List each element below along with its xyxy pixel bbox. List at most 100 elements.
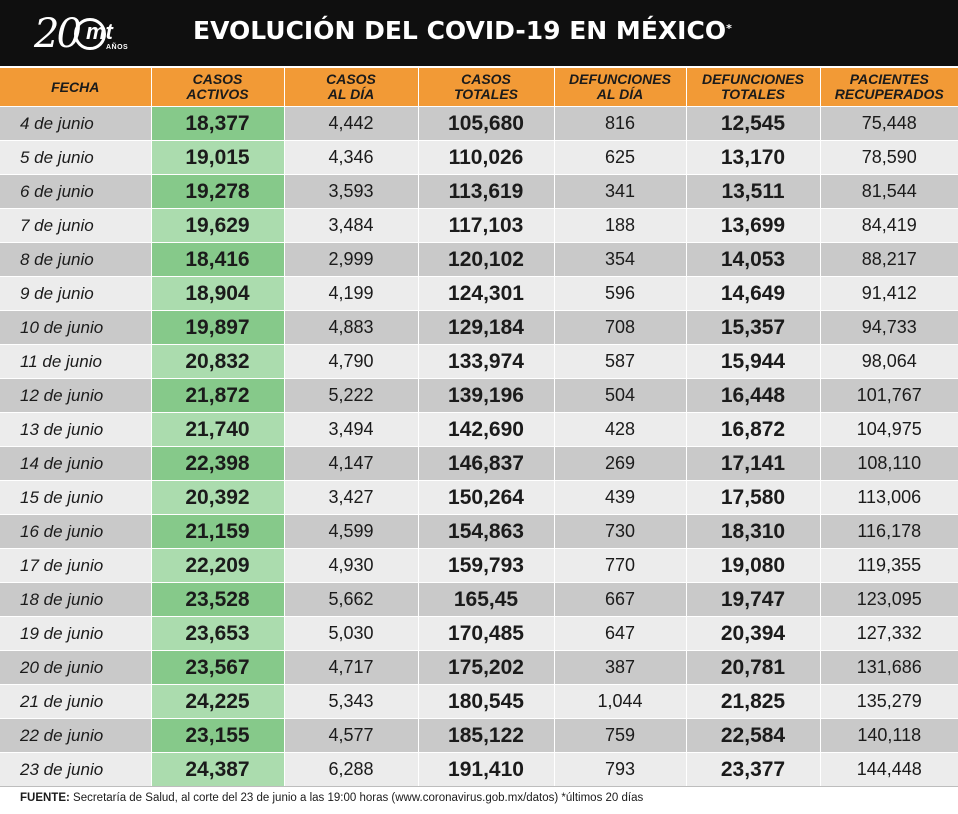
table-row: 12 de junio 21,872 5,222 139,196 504 16,448 10…: [0, 378, 958, 413]
cell-casos-activos: 23,567: [151, 650, 285, 685]
cell-defunciones-totales: 21,825: [686, 684, 821, 719]
cell-defunciones-totales: 17,580: [686, 480, 821, 515]
cell-defunciones-totales: 20,781: [686, 650, 821, 685]
table-row: 18 de junio 23,528 5,662 165,45 667 19,747 123…: [0, 582, 958, 617]
header-bar: 20 mt AÑOS EVOLUCIÓN DEL COVID-19 EN MÉX…: [0, 0, 958, 66]
cell-casos-activos: 24,225: [151, 684, 285, 719]
column-header-defunciones-al-dia: DEFUNCIONES AL DÍA: [554, 68, 687, 107]
cell-fecha: 7 de junio: [0, 208, 152, 243]
cell-pacientes-recuperados: 91,412: [820, 276, 958, 311]
page-title-text: EVOLUCIÓN DEL COVID-19 EN MÉXICO: [193, 16, 727, 45]
cell-casos-al-dia: 5,343: [284, 684, 419, 719]
cell-fecha: 10 de junio: [0, 310, 152, 345]
cell-casos-totales: 154,863: [418, 514, 555, 549]
cell-defunciones-al-dia: 667: [554, 582, 687, 617]
cell-pacientes-recuperados: 94,733: [820, 310, 958, 345]
table-row: 15 de junio 20,392 3,427 150,264 439 17,580 11…: [0, 480, 958, 515]
cell-casos-activos: 23,653: [151, 616, 285, 651]
table-row: 10 de junio 19,897 4,883 129,184 708 15,357 94…: [0, 310, 958, 345]
cell-defunciones-al-dia: 816: [554, 106, 687, 141]
cell-defunciones-al-dia: 269: [554, 446, 687, 481]
logo-number: 20: [34, 11, 82, 57]
cell-defunciones-al-dia: 647: [554, 616, 687, 651]
cell-casos-activos: 21,872: [151, 378, 285, 413]
cell-defunciones-al-dia: 708: [554, 310, 687, 345]
cell-defunciones-al-dia: 354: [554, 242, 687, 277]
cell-defunciones-totales: 13,699: [686, 208, 821, 243]
cell-pacientes-recuperados: 98,064: [820, 344, 958, 379]
cell-defunciones-al-dia: 439: [554, 480, 687, 515]
cell-casos-totales: 110,026: [418, 140, 555, 175]
cell-fecha: 20 de junio: [0, 650, 152, 685]
table-row: 23 de junio 24,387 6,288 191,410 793 23,377 14…: [0, 752, 958, 787]
cell-casos-totales: 139,196: [418, 378, 555, 413]
cell-defunciones-totales: 14,649: [686, 276, 821, 311]
cell-casos-al-dia: 4,599: [284, 514, 419, 549]
table-row: 9 de junio 18,904 4,199 124,301 596 14,649 91,…: [0, 276, 958, 311]
cell-casos-activos: 22,209: [151, 548, 285, 583]
page-title: EVOLUCIÓN DEL COVID-19 EN MÉXICO*: [193, 14, 732, 48]
column-header-line: CASOS: [461, 71, 511, 87]
table-row: 11 de junio 20,832 4,790 133,974 587 15,944 98…: [0, 344, 958, 379]
cell-casos-totales: 120,102: [418, 242, 555, 277]
cell-casos-totales: 159,793: [418, 548, 555, 583]
cell-fecha: 13 de junio: [0, 412, 152, 447]
cell-casos-totales: 117,103: [418, 208, 555, 243]
cell-casos-activos: 21,159: [151, 514, 285, 549]
cell-fecha: 12 de junio: [0, 378, 152, 413]
cell-casos-activos: 22,398: [151, 446, 285, 481]
cell-defunciones-totales: 19,080: [686, 548, 821, 583]
cell-fecha: 22 de junio: [0, 718, 152, 753]
cell-fecha: 15 de junio: [0, 480, 152, 515]
cell-pacientes-recuperados: 144,448: [820, 752, 958, 787]
cell-defunciones-totales: 15,357: [686, 310, 821, 345]
cell-defunciones-al-dia: 428: [554, 412, 687, 447]
cell-pacientes-recuperados: 104,975: [820, 412, 958, 447]
cell-casos-al-dia: 4,717: [284, 650, 419, 685]
cell-casos-al-dia: 3,494: [284, 412, 419, 447]
cell-pacientes-recuperados: 113,006: [820, 480, 958, 515]
cell-casos-al-dia: 5,222: [284, 378, 419, 413]
cell-pacientes-recuperados: 75,448: [820, 106, 958, 141]
cell-defunciones-al-dia: 730: [554, 514, 687, 549]
cell-casos-al-dia: 4,346: [284, 140, 419, 175]
cell-casos-activos: 23,155: [151, 718, 285, 753]
cell-casos-activos: 18,904: [151, 276, 285, 311]
cell-casos-al-dia: 4,883: [284, 310, 419, 345]
cell-casos-al-dia: 3,593: [284, 174, 419, 209]
cell-casos-al-dia: 4,147: [284, 446, 419, 481]
cell-defunciones-totales: 12,545: [686, 106, 821, 141]
cell-defunciones-al-dia: 596: [554, 276, 687, 311]
source-label: FUENTE:: [20, 792, 70, 804]
cell-casos-al-dia: 3,484: [284, 208, 419, 243]
cell-fecha: 9 de junio: [0, 276, 152, 311]
cell-casos-al-dia: 5,662: [284, 582, 419, 617]
table-row: 17 de junio 22,209 4,930 159,793 770 19,080 11…: [0, 548, 958, 583]
cell-fecha: 18 de junio: [0, 582, 152, 617]
cell-casos-totales: 180,545: [418, 684, 555, 719]
column-header-pacientes-recuperados: PACIENTES RECUPERADOS: [820, 68, 958, 107]
cell-fecha: 19 de junio: [0, 616, 152, 651]
column-header-casos-al-dia: CASOS AL DÍA: [284, 68, 419, 107]
table-row: 6 de junio 19,278 3,593 113,619 341 13,511 81,…: [0, 174, 958, 209]
cell-defunciones-totales: 17,141: [686, 446, 821, 481]
column-header-line: CASOS: [192, 71, 243, 87]
cell-pacientes-recuperados: 101,767: [820, 378, 958, 413]
cell-defunciones-totales: 20,394: [686, 616, 821, 651]
table-row: 4 de junio 18,377 4,442 105,680 816 12,545 75,…: [0, 106, 958, 141]
column-header-defunciones-totales: DEFUNCIONES TOTALES: [686, 68, 821, 107]
milenio-tiempo-logo: 20 mt AÑOS: [34, 10, 134, 58]
cell-casos-activos: 24,387: [151, 752, 285, 787]
cell-casos-al-dia: 6,288: [284, 752, 419, 787]
cell-casos-activos: 20,392: [151, 480, 285, 515]
table-row: 14 de junio 22,398 4,147 146,837 269 17,141 10…: [0, 446, 958, 481]
cell-defunciones-totales: 16,448: [686, 378, 821, 413]
covid-evolution-table: FECHA CASOS ACTIVOS CASOS AL DÍA CASOS TOTALES…: [0, 68, 958, 787]
column-header-line: TOTALES: [453, 86, 519, 102]
cell-casos-activos: 19,015: [151, 140, 285, 175]
cell-casos-al-dia: 4,199: [284, 276, 419, 311]
column-header-casos-totales: CASOS TOTALES: [418, 68, 555, 107]
cell-defunciones-al-dia: 625: [554, 140, 687, 175]
cell-casos-totales: 191,410: [418, 752, 555, 787]
cell-defunciones-al-dia: 1,044: [554, 684, 687, 719]
